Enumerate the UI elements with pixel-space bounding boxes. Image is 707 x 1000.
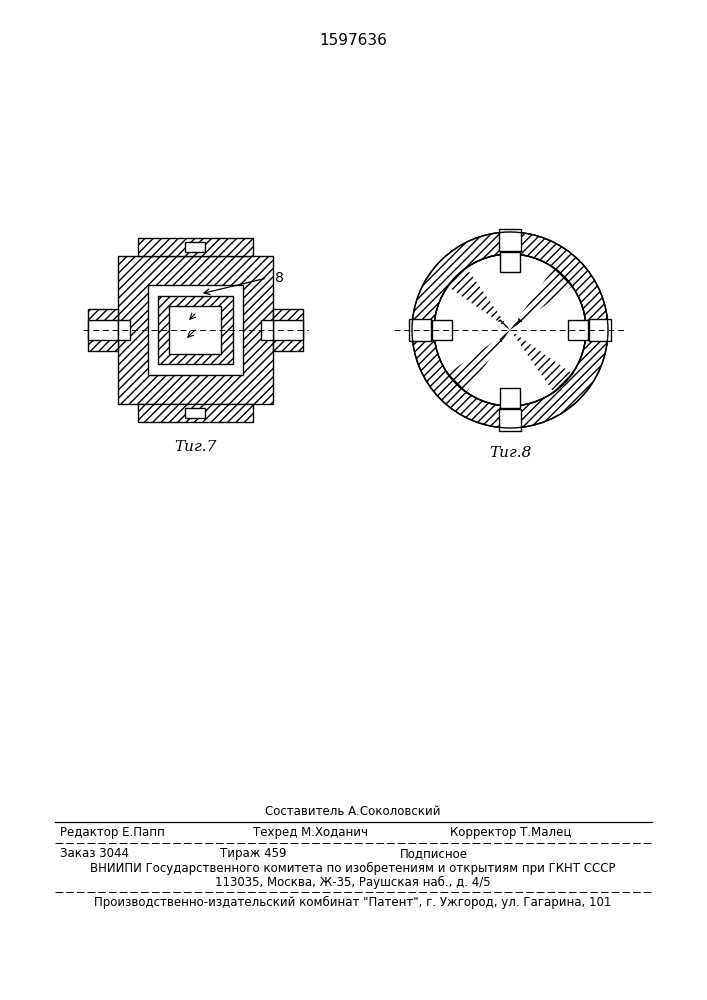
Text: Редактор Е.Папп: Редактор Е.Папп bbox=[60, 826, 165, 839]
Bar bbox=[158, 296, 233, 364]
Bar bbox=[409, 319, 431, 341]
Text: 8: 8 bbox=[275, 271, 284, 285]
Text: ВНИИПИ Государственного комитета по изобретениям и открытиям при ГКНТ СССР: ВНИИПИ Государственного комитета по изоб… bbox=[90, 862, 616, 875]
Text: Техред М.Ходанич: Техред М.Ходанич bbox=[253, 826, 368, 839]
Bar bbox=[500, 252, 520, 272]
Bar bbox=[117, 256, 272, 404]
Bar bbox=[148, 285, 243, 375]
Bar bbox=[88, 320, 117, 340]
Polygon shape bbox=[447, 320, 520, 393]
Polygon shape bbox=[500, 267, 573, 340]
Bar bbox=[88, 309, 117, 351]
Text: Заказ 3044: Заказ 3044 bbox=[60, 847, 129, 860]
Circle shape bbox=[412, 232, 608, 428]
Text: Тираж 459: Тираж 459 bbox=[220, 847, 286, 860]
Text: Корректор Т.Малец: Корректор Т.Малец bbox=[450, 826, 571, 839]
Bar bbox=[568, 320, 588, 340]
Bar bbox=[432, 320, 452, 340]
Bar bbox=[272, 320, 303, 340]
Text: 113035, Москва, Ж-35, Раушская наб., д. 4/5: 113035, Москва, Ж-35, Раушская наб., д. … bbox=[215, 876, 491, 889]
Circle shape bbox=[434, 254, 586, 406]
Bar bbox=[500, 388, 520, 408]
Polygon shape bbox=[447, 267, 520, 340]
Bar bbox=[589, 319, 611, 341]
Text: Τиг.8: Τиг.8 bbox=[489, 446, 531, 460]
Wedge shape bbox=[510, 287, 585, 373]
Wedge shape bbox=[435, 287, 510, 373]
Polygon shape bbox=[500, 320, 573, 393]
Text: Производственно-издательский комбинат "Патент", г. Ужгород, ул. Гагарина, 101: Производственно-издательский комбинат "П… bbox=[94, 896, 612, 909]
Bar bbox=[499, 229, 521, 251]
Bar bbox=[272, 309, 303, 351]
Text: 1597636: 1597636 bbox=[319, 33, 387, 48]
Wedge shape bbox=[467, 330, 553, 405]
Text: Подписное: Подписное bbox=[400, 847, 468, 860]
Bar bbox=[169, 306, 221, 354]
Text: Τиг.7: Τиг.7 bbox=[174, 440, 216, 454]
Bar bbox=[260, 320, 272, 340]
Bar bbox=[137, 238, 252, 256]
Bar bbox=[499, 409, 521, 431]
Bar bbox=[137, 404, 252, 422]
Text: Составитель А.Соколовский: Составитель А.Соколовский bbox=[265, 805, 440, 818]
Bar bbox=[185, 408, 205, 418]
Bar bbox=[185, 242, 205, 252]
Bar bbox=[117, 320, 129, 340]
Wedge shape bbox=[467, 255, 553, 330]
